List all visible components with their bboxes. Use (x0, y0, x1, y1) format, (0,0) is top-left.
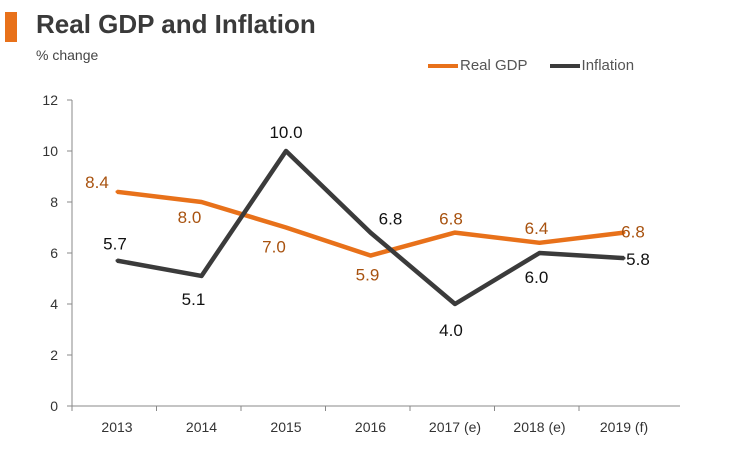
data-point-inflation (453, 302, 457, 306)
chart-subtitle: % change (36, 47, 99, 63)
data-label-inflation: 4.0 (439, 321, 463, 340)
data-point-real-gdp (538, 241, 541, 245)
data-label-real-gdp: 7.0 (262, 238, 286, 257)
data-point-inflation (284, 149, 288, 153)
data-label-real-gdp: 6.4 (525, 219, 549, 238)
data-label-real-gdp: 6.8 (621, 223, 645, 242)
y-tick-label: 4 (50, 296, 58, 312)
data-label-inflation: 5.1 (182, 290, 206, 309)
x-tick-label: 2019 (f) (600, 419, 648, 435)
data-label-real-gdp: 8.0 (178, 208, 202, 227)
data-point-inflation (369, 231, 372, 235)
data-point-real-gdp (284, 226, 288, 229)
data-label-inflation: 10.0 (269, 123, 302, 142)
x-tick-label: 2017 (e) (429, 419, 481, 435)
y-tick-label: 0 (50, 398, 58, 414)
data-label-real-gdp: 5.9 (356, 266, 380, 285)
data-label-real-gdp: 6.8 (439, 210, 463, 229)
legend-swatch-real-gdp (428, 63, 458, 68)
legend-swatch-inflation (549, 63, 580, 68)
y-tick-label: 8 (50, 194, 58, 210)
legend: Real GDP Inflation (428, 57, 656, 74)
data-point-real-gdp (622, 231, 626, 235)
legend-item-real-gdp: Real GDP (428, 57, 528, 74)
data-point-inflation (115, 259, 119, 263)
data-point-real-gdp (369, 254, 372, 258)
x-tick-label: 2018 (e) (513, 419, 565, 435)
data-point-real-gdp (453, 231, 457, 235)
data-label-inflation: 5.8 (626, 250, 650, 269)
x-tick-label: 2016 (355, 419, 386, 435)
data-point-real-gdp (115, 190, 119, 194)
data-point-inflation (538, 251, 541, 255)
data-label-inflation: 6.8 (379, 210, 403, 229)
y-tick-label: 2 (50, 347, 58, 363)
data-label-inflation: 6.0 (525, 268, 549, 287)
title-accent-bar (5, 12, 17, 42)
legend-item-inflation: Inflation (549, 57, 635, 74)
y-tick-label: 10 (42, 143, 58, 159)
chart-title: Real GDP and Inflation (36, 9, 316, 39)
x-tick-label: 2015 (270, 419, 301, 435)
data-point-inflation (200, 274, 203, 278)
y-tick-label: 6 (50, 245, 58, 261)
x-tick-label: 2013 (101, 419, 132, 435)
data-point-inflation (622, 256, 626, 260)
x-tick-label: 2014 (186, 419, 217, 435)
data-label-real-gdp: 8.4 (85, 173, 109, 192)
data-label-inflation: 5.7 (103, 235, 127, 254)
y-tick-label: 12 (42, 92, 58, 108)
legend-label-inflation: Inflation (581, 57, 635, 74)
legend-label-real-gdp: Real GDP (460, 57, 528, 74)
data-point-real-gdp (200, 200, 203, 204)
